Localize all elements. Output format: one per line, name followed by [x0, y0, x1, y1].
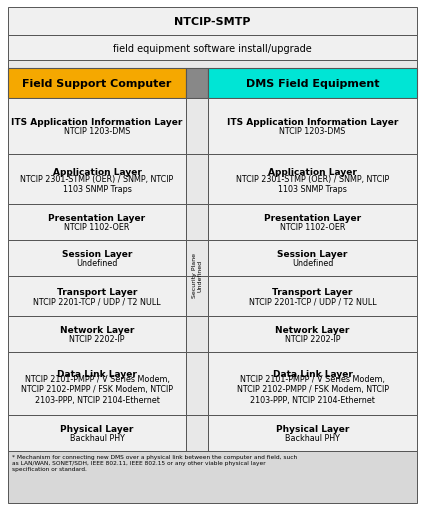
FancyBboxPatch shape: [186, 352, 208, 415]
Text: NTCIP 2301-STMP (OER) / SNMP, NTCIP
1103 SNMP Traps: NTCIP 2301-STMP (OER) / SNMP, NTCIP 1103…: [236, 175, 389, 194]
Text: Presentation Layer: Presentation Layer: [264, 213, 361, 222]
FancyBboxPatch shape: [186, 415, 208, 451]
FancyBboxPatch shape: [8, 277, 186, 316]
Text: ITS Application Information Layer: ITS Application Information Layer: [11, 118, 183, 126]
Text: NTCIP 2201-TCP / UDP / T2 NULL: NTCIP 2201-TCP / UDP / T2 NULL: [33, 297, 161, 306]
Text: NTCIP 2202-IP: NTCIP 2202-IP: [285, 334, 340, 344]
Text: Transport Layer: Transport Layer: [272, 287, 353, 296]
FancyBboxPatch shape: [8, 316, 186, 352]
Text: DMS Field Equipment: DMS Field Equipment: [246, 79, 379, 89]
Text: Backhaul PHY: Backhaul PHY: [285, 433, 340, 442]
FancyBboxPatch shape: [8, 61, 417, 69]
Text: NTCIP-SMTP: NTCIP-SMTP: [174, 17, 251, 27]
Text: Network Layer: Network Layer: [60, 325, 134, 334]
Text: NTCIP 1102-OER: NTCIP 1102-OER: [64, 223, 130, 232]
Text: Data Link Layer: Data Link Layer: [57, 369, 137, 378]
Text: NTCIP 2201-TCP / UDP / T2 NULL: NTCIP 2201-TCP / UDP / T2 NULL: [249, 297, 376, 306]
Text: Physical Layer: Physical Layer: [276, 424, 349, 433]
FancyBboxPatch shape: [208, 277, 417, 316]
FancyBboxPatch shape: [208, 154, 417, 205]
Text: Application Layer: Application Layer: [268, 167, 357, 177]
FancyBboxPatch shape: [186, 205, 208, 241]
FancyBboxPatch shape: [8, 69, 186, 99]
FancyBboxPatch shape: [186, 241, 208, 277]
Text: Undefined: Undefined: [292, 259, 333, 268]
Text: Field Support Computer: Field Support Computer: [23, 79, 172, 89]
Text: Undefined: Undefined: [76, 259, 118, 268]
Text: NTCIP 2301-STMP (OER) / SNMP, NTCIP
1103 SNMP Traps: NTCIP 2301-STMP (OER) / SNMP, NTCIP 1103…: [20, 175, 174, 194]
FancyBboxPatch shape: [186, 316, 208, 352]
FancyBboxPatch shape: [8, 352, 186, 415]
Text: NTCIP 1203-DMS: NTCIP 1203-DMS: [279, 127, 346, 136]
FancyBboxPatch shape: [208, 415, 417, 451]
Text: ITS Application Information Layer: ITS Application Information Layer: [227, 118, 398, 126]
Text: Session Layer: Session Layer: [62, 249, 132, 259]
Text: Presentation Layer: Presentation Layer: [48, 213, 146, 222]
FancyBboxPatch shape: [208, 352, 417, 415]
Text: NTCIP 2101-PMPP / V Series Modem,
NTCIP 2102-PMPP / FSK Modem, NTCIP
2103-PPP, N: NTCIP 2101-PMPP / V Series Modem, NTCIP …: [236, 374, 388, 404]
FancyBboxPatch shape: [208, 241, 417, 277]
Text: * Mechanism for connecting new DMS over a physical link between the computer and: * Mechanism for connecting new DMS over …: [12, 454, 297, 471]
Text: Backhaul PHY: Backhaul PHY: [70, 433, 125, 442]
Text: Transport Layer: Transport Layer: [57, 287, 137, 296]
Text: NTCIP 1102-OER: NTCIP 1102-OER: [280, 223, 345, 232]
Text: field equipment software install/upgrade: field equipment software install/upgrade: [113, 43, 312, 53]
FancyBboxPatch shape: [208, 316, 417, 352]
Text: NTCIP 2202-IP: NTCIP 2202-IP: [69, 334, 125, 344]
FancyBboxPatch shape: [8, 8, 417, 36]
Text: Data Link Layer: Data Link Layer: [272, 369, 352, 378]
FancyBboxPatch shape: [8, 99, 186, 154]
FancyBboxPatch shape: [186, 69, 208, 99]
FancyBboxPatch shape: [8, 154, 186, 205]
FancyBboxPatch shape: [186, 154, 208, 205]
FancyBboxPatch shape: [8, 36, 417, 61]
Text: Application Layer: Application Layer: [53, 167, 142, 177]
FancyBboxPatch shape: [8, 205, 186, 241]
FancyBboxPatch shape: [8, 451, 417, 503]
Text: NTCIP 2101-PMPP / V Series Modem,
NTCIP 2102-PMPP / FSK Modem, NTCIP
2103-PPP, N: NTCIP 2101-PMPP / V Series Modem, NTCIP …: [21, 374, 173, 404]
Text: NTCIP 1203-DMS: NTCIP 1203-DMS: [64, 127, 130, 136]
Text: Session Layer: Session Layer: [278, 249, 348, 259]
FancyBboxPatch shape: [8, 241, 186, 277]
FancyBboxPatch shape: [208, 69, 417, 99]
FancyBboxPatch shape: [208, 99, 417, 154]
FancyBboxPatch shape: [8, 415, 186, 451]
FancyBboxPatch shape: [186, 277, 208, 316]
FancyBboxPatch shape: [186, 99, 208, 154]
Text: Physical Layer: Physical Layer: [60, 424, 134, 433]
FancyBboxPatch shape: [208, 205, 417, 241]
Text: Security Plane
Undefined: Security Plane Undefined: [192, 252, 202, 297]
Text: Network Layer: Network Layer: [275, 325, 350, 334]
